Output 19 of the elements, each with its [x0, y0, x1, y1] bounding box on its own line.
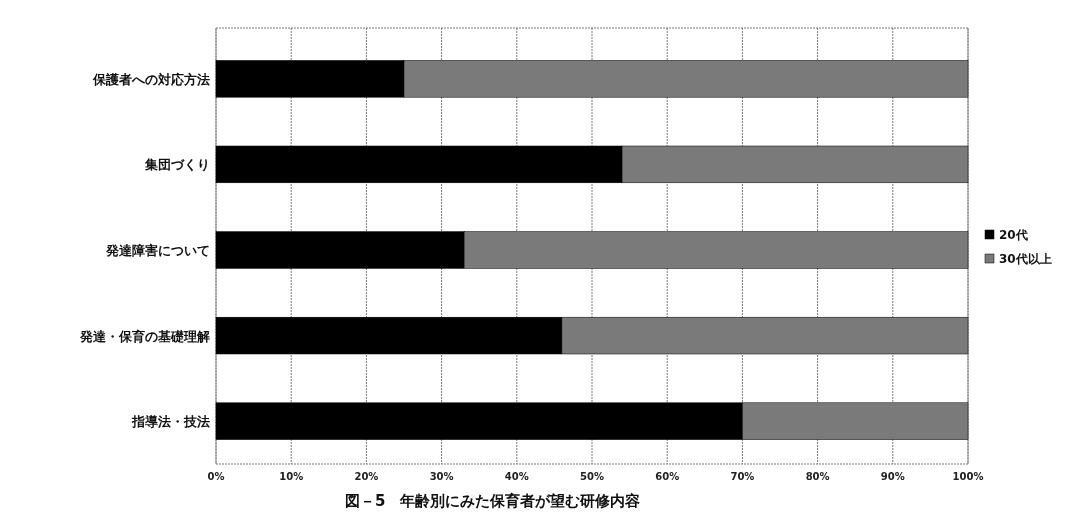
- y-tick-label: 発達・保育の基礎理解: [79, 328, 210, 344]
- x-tick-label: 40%: [504, 471, 529, 482]
- y-tick-label: 発達障害について: [105, 243, 210, 258]
- x-tick-label: 30%: [429, 471, 454, 482]
- legend-label: 20代: [999, 228, 1028, 242]
- text: 図－5 年齢別にみた保育者が望む研修内容: [345, 492, 641, 510]
- x-tick-label: 100%: [952, 471, 984, 482]
- y-tick-label: 保護者への対応方法: [92, 71, 210, 87]
- x-tick-label: 0%: [207, 471, 225, 482]
- y-tick-label: 集団づくり: [144, 157, 210, 173]
- x-tick-label: 60%: [655, 471, 680, 482]
- legend-label: 30代以上: [999, 252, 1052, 266]
- x-tick-label: 80%: [805, 471, 830, 482]
- x-tick-label: 20%: [354, 471, 379, 482]
- y-tick-label: 指導法・技法: [131, 414, 210, 430]
- x-tick-label: 70%: [730, 471, 755, 482]
- x-tick-label: 10%: [279, 471, 304, 482]
- x-tick-label: 50%: [580, 471, 604, 482]
- x-tick-label: 90%: [880, 471, 905, 482]
